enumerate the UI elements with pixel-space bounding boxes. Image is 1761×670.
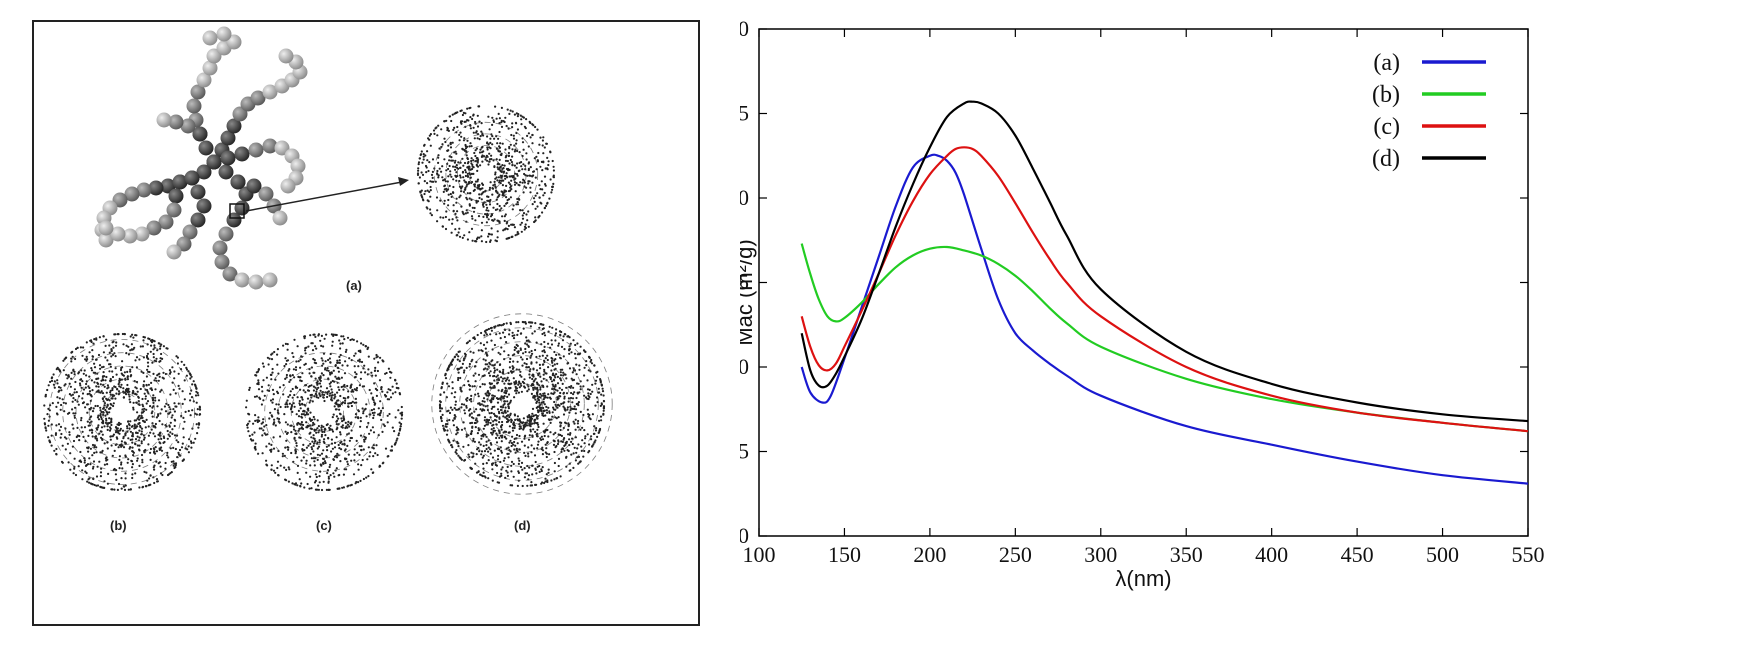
structure-figure <box>43 26 613 495</box>
y-tick-label: 25 <box>740 101 749 126</box>
label-a: (a) <box>346 278 362 293</box>
x-tick-label: 250 <box>999 542 1032 567</box>
x-tick-label: 100 <box>743 542 776 567</box>
y-tick-label: 0 <box>740 523 749 548</box>
x-tick-label: 150 <box>828 542 861 567</box>
x-tick-label: 300 <box>1084 542 1117 567</box>
legend-label-d: (d) <box>1372 146 1400 172</box>
cluster-images <box>43 105 613 495</box>
series-lines <box>800 100 1529 485</box>
zoom-arrow-line <box>245 181 403 212</box>
legend-label-a: (a) <box>1373 50 1400 76</box>
x-tick-label: 550 <box>1512 542 1545 567</box>
label-b: (b) <box>110 518 127 533</box>
series-line-d <box>800 100 1529 423</box>
label-d: (d) <box>514 518 531 533</box>
zoom-arrow-head <box>398 177 409 186</box>
legend-label-c: (c) <box>1373 114 1400 140</box>
mac-line-chart: 100 150 200 250 300 350 400 450 500 550 0 5 10 15 20 2… <box>740 16 1545 591</box>
x-tick-label: 350 <box>1170 542 1203 567</box>
legend-label-b: (b) <box>1372 82 1400 108</box>
y-axis-label: Mac (m²/g) <box>740 239 757 345</box>
y-tick-label: 30 <box>740 16 749 41</box>
x-tick-label: 450 <box>1341 542 1374 567</box>
x-tick-label: 200 <box>913 542 946 567</box>
y-tick-label: 20 <box>740 185 749 210</box>
series-line-b <box>800 243 1529 433</box>
y-tick-label: 10 <box>740 354 749 379</box>
y-tick-label: 15 <box>740 270 749 295</box>
x-tick-label: 500 <box>1426 542 1459 567</box>
aggregate-molecule-image <box>94 26 308 290</box>
structure-figure-panel: (a) (b) (c) (d) <box>32 20 700 626</box>
label-c: (c) <box>316 518 332 533</box>
x-axis-label: λ(nm) <box>1115 566 1171 591</box>
zoom-box <box>229 203 245 219</box>
x-axis-ticks: 100 150 200 250 300 350 400 450 500 550 <box>743 29 1545 567</box>
x-tick-label: 400 <box>1255 542 1288 567</box>
series-line-c <box>800 146 1529 433</box>
legend: (a) (b) (c) (d) <box>1372 50 1486 172</box>
y-axis-ticks: 0 5 10 15 20 25 30 <box>740 16 1528 548</box>
y-tick-label: 5 <box>740 439 749 464</box>
